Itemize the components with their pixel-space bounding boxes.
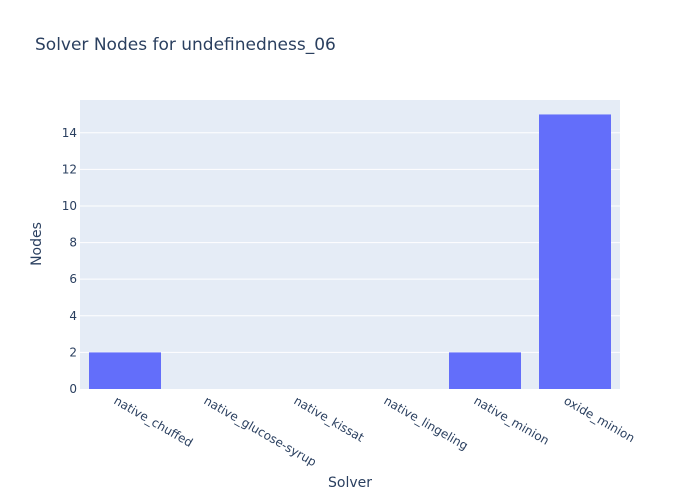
plot-area <box>80 100 620 389</box>
y-tick-label: 0 <box>69 382 77 396</box>
y-tick-label: 4 <box>69 309 77 323</box>
y-tick-label: 6 <box>69 272 77 286</box>
y-tick-label: 8 <box>69 236 77 250</box>
bar-oxide-minion[interactable] <box>539 114 611 389</box>
bar-native-chuffed[interactable] <box>89 352 161 389</box>
bar-native-minion[interactable] <box>449 352 521 389</box>
y-tick-label: 12 <box>62 162 77 176</box>
y-axis-ticks: 0 2 4 6 8 10 12 14 <box>62 126 77 396</box>
gridlines <box>80 132 620 353</box>
chart-title: Solver Nodes for undefinedness_06 <box>35 35 336 55</box>
y-tick-label: 10 <box>62 199 77 213</box>
y-tick-label: 14 <box>62 126 77 140</box>
y-tick-label: 2 <box>69 345 77 359</box>
bars <box>89 114 611 389</box>
y-axis-title: Nodes <box>29 222 45 266</box>
x-axis-title: Solver <box>328 475 372 491</box>
